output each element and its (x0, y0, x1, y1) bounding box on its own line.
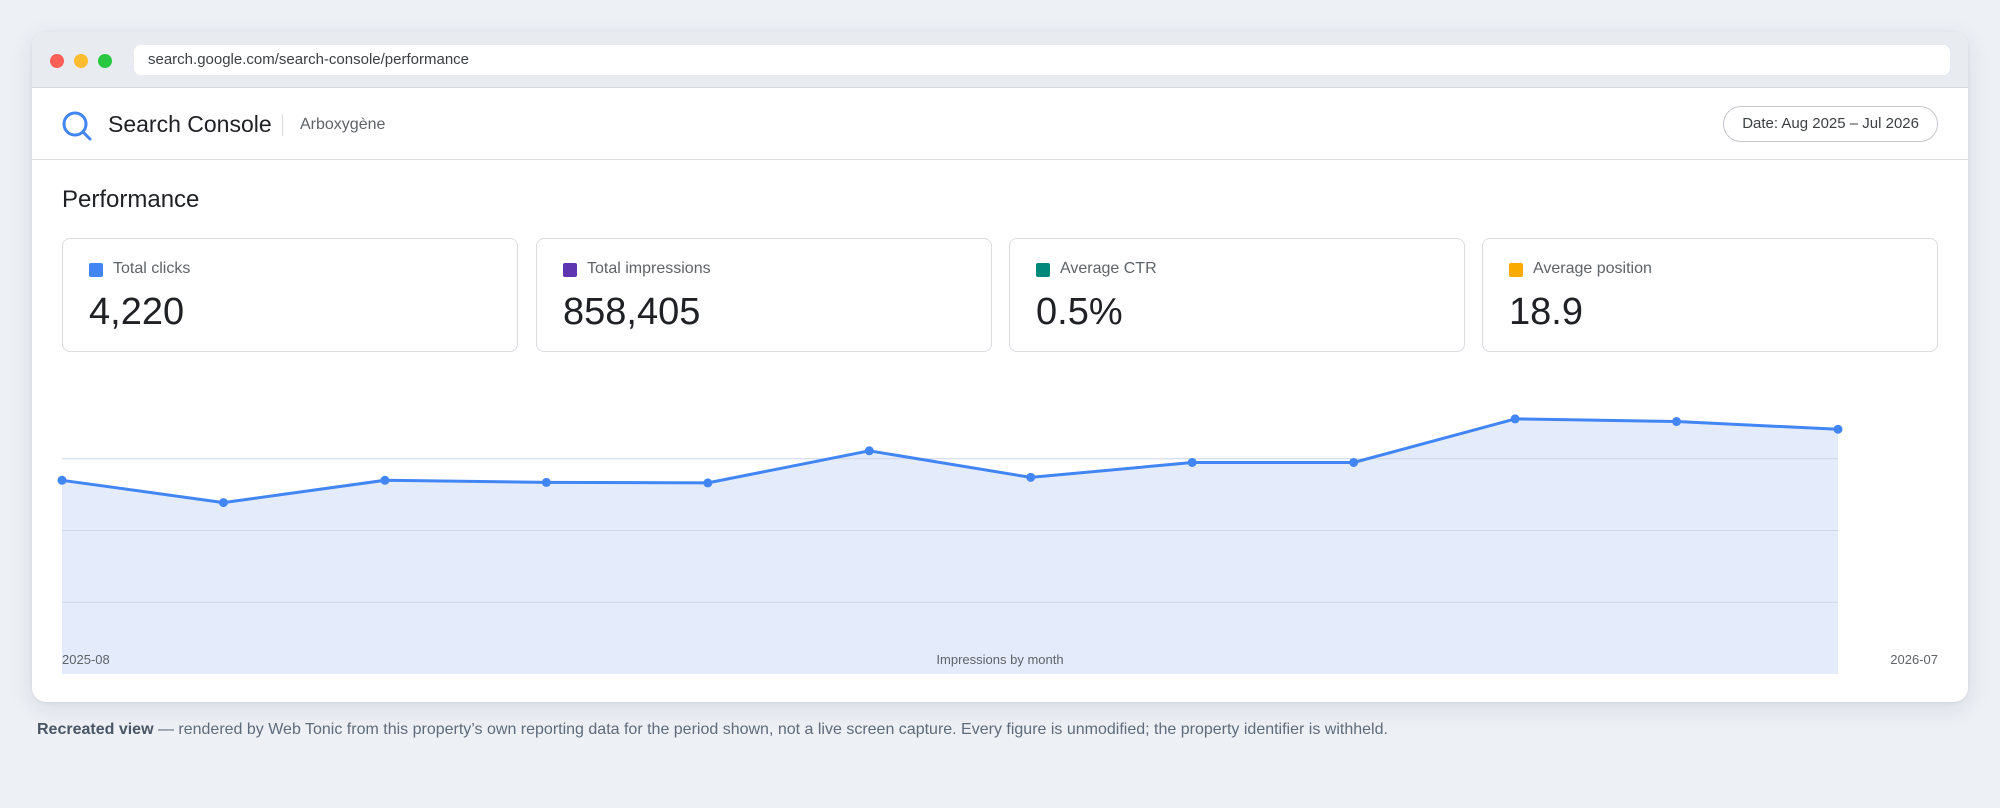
footnote: Recreated view — rendered by Web Tonic f… (37, 718, 1388, 742)
browser-toolbar: search.google.com/search-console/perform… (32, 32, 1968, 88)
metric-card-total-clicks[interactable]: Total clicks 4,220 (62, 238, 518, 352)
metric-value: 4,220 (89, 291, 185, 333)
metric-card-average-ctr[interactable]: Average CTR 0.5% (1009, 238, 1465, 352)
x-axis-tick-label: 2026-07 (1890, 652, 1938, 667)
metric-label: Average position (1533, 260, 1652, 277)
x-axis-tick-label: 2025-08 (62, 652, 110, 667)
close-window-button[interactable] (50, 54, 64, 68)
maximize-window-button[interactable] (98, 54, 112, 68)
chart-data-point (1026, 472, 1036, 482)
chart-data-point (541, 477, 551, 487)
metric-label: Average CTR (1060, 260, 1157, 277)
metric-value: 18.9 (1509, 291, 1583, 333)
impressions-chart (57, 414, 1843, 674)
metric-value: 858,405 (563, 291, 701, 333)
metric-color-swatch (563, 263, 577, 277)
app-header: Search Console Arboxygène Date: Aug 2025… (32, 89, 1968, 160)
search-console-logo-icon (62, 111, 92, 141)
metric-color-swatch (1036, 263, 1050, 277)
chart-data-point (380, 475, 390, 485)
app-title: Search Console (108, 111, 272, 137)
chart-data-point (218, 498, 228, 508)
metric-card-total-impressions[interactable]: Total impressions 858,405 (536, 238, 992, 352)
metric-label: Total clicks (113, 260, 191, 277)
metric-color-swatch (1509, 263, 1523, 277)
chart-data-point (1349, 457, 1359, 467)
chart-data-point (57, 475, 67, 485)
chart-data-point (1672, 417, 1682, 427)
metric-card-average-position[interactable]: Average position 18.9 (1482, 238, 1938, 352)
browser-window: search.google.com/search-console/perform… (32, 32, 1968, 702)
chart-data-point (864, 446, 874, 456)
page-title: Performance (62, 186, 200, 213)
chart-title: Impressions by month (936, 652, 1064, 667)
chart-data-point (703, 478, 713, 488)
metric-color-swatch (89, 263, 103, 277)
minimize-window-button[interactable] (74, 54, 88, 68)
footnote-text: — rendered by Web Tonic from this proper… (153, 721, 1388, 738)
chart-area-fill (62, 418, 1838, 674)
header-divider (282, 114, 283, 136)
property-name[interactable]: Arboxygène (300, 116, 386, 133)
chart-data-point (1187, 457, 1197, 467)
footnote-bold: Recreated view (37, 721, 154, 738)
chart-series-line (61, 417, 1839, 505)
address-bar[interactable]: search.google.com/search-console/perform… (134, 45, 1950, 75)
metric-label: Total impressions (587, 260, 711, 277)
chart-data-point (1510, 414, 1520, 424)
date-range-button[interactable]: Date: Aug 2025 – Jul 2026 (1723, 106, 1938, 142)
chart-data-point (1833, 424, 1843, 434)
metric-value: 0.5% (1036, 291, 1123, 333)
